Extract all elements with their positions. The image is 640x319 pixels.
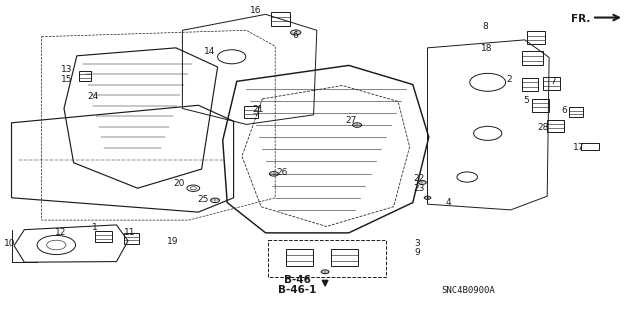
Text: 12: 12 (55, 228, 67, 237)
Text: B-46-1: B-46-1 (278, 285, 317, 295)
Text: 19: 19 (167, 237, 179, 246)
Text: 3: 3 (415, 239, 420, 248)
Text: 17: 17 (573, 143, 585, 152)
Text: 10: 10 (4, 239, 15, 248)
Text: 16: 16 (250, 6, 262, 15)
Text: SNC4B0900A: SNC4B0900A (442, 286, 495, 295)
Text: 18: 18 (481, 44, 492, 53)
Text: 28: 28 (537, 123, 548, 132)
Text: 27: 27 (345, 116, 356, 125)
Bar (268, 240, 386, 277)
Text: 8: 8 (483, 22, 488, 31)
Text: 9: 9 (415, 248, 420, 257)
Bar (244, 106, 258, 118)
Text: 11: 11 (124, 228, 135, 237)
Bar (79, 71, 91, 81)
Text: 22: 22 (413, 174, 425, 183)
Bar (527, 31, 545, 44)
Bar (271, 12, 290, 26)
Text: FR.: FR. (571, 14, 590, 24)
Text: 4: 4 (445, 198, 451, 207)
Text: 20: 20 (173, 179, 185, 188)
Text: B-46: B-46 (284, 275, 311, 285)
Text: 23: 23 (413, 184, 425, 193)
Bar (95, 231, 112, 242)
Bar (543, 77, 560, 90)
Text: 6: 6 (562, 106, 567, 115)
Bar (331, 249, 358, 266)
Text: 24: 24 (87, 92, 99, 101)
Bar (569, 107, 583, 117)
Text: 14: 14 (204, 47, 216, 56)
Text: 25: 25 (198, 195, 209, 204)
Text: 15: 15 (61, 75, 73, 84)
Bar (581, 143, 599, 150)
Text: 5: 5 (524, 96, 529, 105)
Bar (286, 249, 313, 266)
Bar (124, 233, 139, 244)
Text: 7: 7 (550, 77, 556, 86)
Bar (522, 78, 538, 91)
Bar (547, 120, 564, 132)
Bar (522, 51, 543, 65)
Text: 21: 21 (252, 105, 264, 114)
Text: 2: 2 (507, 75, 512, 84)
Text: 6: 6 (293, 31, 298, 40)
Text: 1: 1 (92, 223, 97, 232)
Bar (532, 99, 549, 112)
Text: 13: 13 (61, 65, 73, 74)
Text: 26: 26 (276, 168, 287, 177)
